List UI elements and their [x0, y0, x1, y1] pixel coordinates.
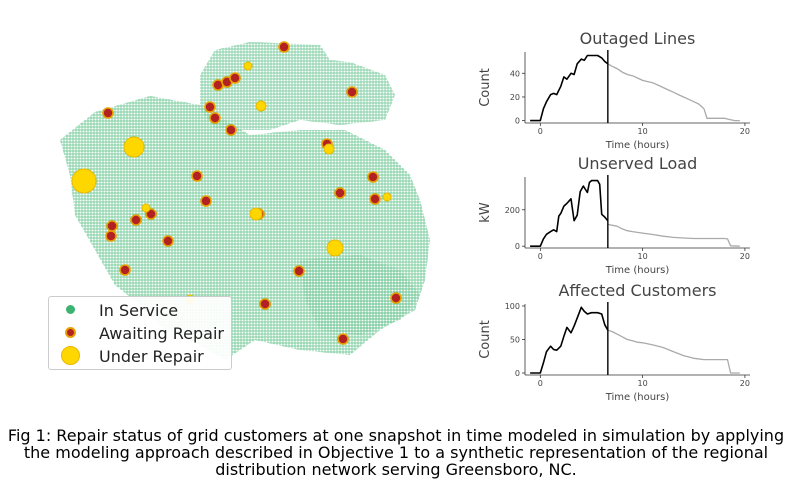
x-tick-label: 10: [638, 127, 648, 136]
x-tick-label: 10: [638, 379, 648, 388]
x-tick-label: 20: [740, 252, 750, 261]
y-axis-label: Count: [478, 68, 493, 107]
caption-line: Fig 1: Repair status of grid customers a…: [7, 426, 785, 445]
outaged-lines-chart: Outaged Lines 0 10 20 0 20 40 Time (hours) Count: [478, 30, 750, 151]
y-tick-label: 40: [510, 69, 520, 78]
awaiting-repair-marker: [106, 220, 118, 232]
x-tick-label: 20: [740, 127, 750, 136]
under-repair-marker: [61, 346, 80, 365]
caption-line: distribution network serving Greensboro,…: [215, 460, 577, 479]
awaiting-repair-marker: [225, 124, 237, 136]
awaiting-repair-marker: [337, 333, 349, 345]
x-tick-label: 0: [538, 252, 543, 261]
awaiting-repair-marker: [390, 292, 402, 304]
under-repair-marker: [255, 100, 267, 112]
network-region-southeast: [300, 255, 420, 335]
y-axis-label: kW: [478, 202, 493, 223]
under-repair-marker: [123, 136, 145, 158]
under-repair-marker: [71, 168, 97, 194]
awaiting-repair-marker: [200, 195, 212, 207]
map-legend: In Service Awaiting Repair Under Repair: [48, 296, 232, 370]
awaiting-repair-marker: [278, 41, 290, 53]
y-tick-label: 0: [515, 369, 520, 378]
chart-title: Unserved Load: [578, 155, 698, 173]
awaiting-repair-marker: [130, 214, 142, 226]
awaiting-repair-marker: [102, 107, 114, 119]
chart-title: Outaged Lines: [580, 30, 696, 48]
forecast-series-line: [607, 63, 740, 122]
y-tick-label: 20: [510, 93, 520, 102]
legend-item-in-service: In Service: [49, 299, 233, 321]
awaiting-repair-marker: [65, 327, 76, 338]
legend-item-under-repair: Under Repair: [49, 345, 233, 367]
x-tick-label: 0: [538, 379, 543, 388]
figure-caption: Fig 1: Repair status of grid customers a…: [0, 427, 792, 478]
awaiting-repair-marker: [105, 230, 117, 242]
awaiting-repair-marker: [259, 298, 271, 310]
forecast-series-line: [607, 329, 740, 374]
x-tick-label: 20: [740, 379, 750, 388]
x-axis-label: Time (hours): [605, 140, 670, 151]
y-tick-label: 0: [515, 242, 520, 251]
history-series-line: [530, 179, 609, 247]
service-territory-map: [60, 41, 430, 360]
under-repair-marker: [243, 61, 253, 71]
legend-label: Awaiting Repair: [99, 324, 224, 343]
awaiting-repair-marker: [369, 193, 381, 205]
awaiting-repair-marker: [346, 86, 358, 98]
history-series-line: [530, 54, 609, 122]
awaiting-repair-marker: [119, 264, 131, 276]
history-series-line: [530, 306, 609, 374]
repair-markers: [71, 41, 402, 345]
y-tick-label: 200: [505, 206, 520, 215]
caption-line: the modeling approach described in Objec…: [23, 443, 769, 462]
under-repair-marker: [382, 192, 392, 202]
chart-title: Affected Customers: [558, 282, 716, 300]
awaiting-repair-marker: [204, 101, 216, 113]
x-tick-label: 0: [538, 127, 543, 136]
in-service-marker: [66, 305, 75, 314]
awaiting-repair-marker: [293, 265, 305, 277]
under-repair-marker: [323, 143, 335, 155]
under-repair-marker: [141, 203, 151, 213]
under-repair-marker: [326, 239, 344, 257]
y-axis-label: Count: [478, 320, 493, 359]
awaiting-repair-marker: [367, 171, 379, 183]
affected-customers-chart: Affected Customers 0 10 20 0 50 100 Time (hours…: [478, 282, 750, 403]
legend-item-awaiting-repair: Awaiting Repair: [49, 322, 233, 344]
awaiting-repair-marker: [191, 170, 203, 182]
awaiting-repair-marker: [162, 235, 174, 247]
under-repair-marker: [249, 207, 263, 221]
x-tick-label: 10: [638, 252, 648, 261]
legend-label: In Service: [99, 301, 179, 320]
y-tick-label: 100: [505, 302, 520, 311]
x-axis-label: Time (hours): [605, 392, 670, 403]
legend-label: Under Repair: [99, 347, 204, 366]
awaiting-repair-marker: [209, 112, 221, 124]
y-tick-label: 50: [510, 336, 520, 345]
awaiting-repair-marker: [334, 187, 346, 199]
x-axis-label: Time (hours): [605, 265, 670, 276]
y-tick-label: 0: [515, 117, 520, 126]
forecast-series-line: [607, 223, 740, 247]
awaiting-repair-marker: [229, 72, 241, 84]
